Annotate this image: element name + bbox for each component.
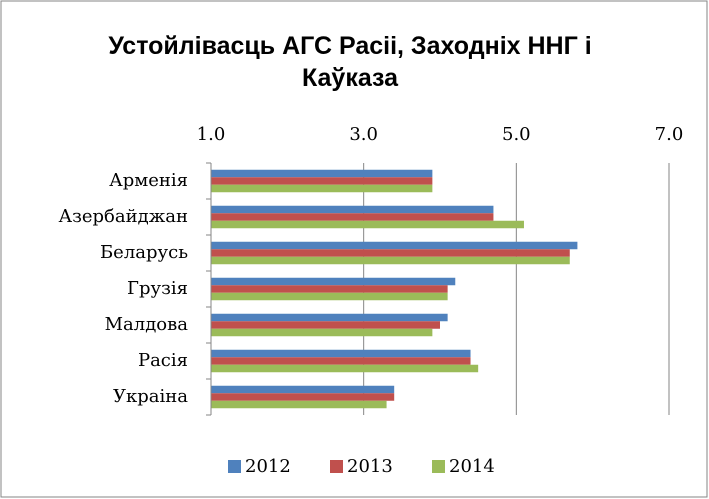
y-tick-label: Беларусь bbox=[100, 242, 188, 263]
legend-swatch bbox=[228, 460, 241, 473]
y-tick-label: Арменія bbox=[109, 170, 188, 191]
bar bbox=[211, 313, 448, 322]
bar bbox=[211, 321, 440, 329]
bar bbox=[211, 205, 494, 214]
x-tick-label: 5.0 bbox=[502, 124, 531, 145]
bar bbox=[211, 249, 570, 257]
bar bbox=[211, 169, 433, 178]
legend-label: 2012 bbox=[245, 456, 291, 477]
x-tick-label: 1.0 bbox=[197, 124, 226, 145]
legend-label: 2013 bbox=[347, 456, 393, 477]
bar bbox=[211, 285, 448, 293]
legend-swatch bbox=[432, 460, 445, 473]
bar bbox=[211, 241, 578, 250]
legend-label: 2014 bbox=[449, 456, 495, 477]
y-tick-label: Азербайджан bbox=[58, 206, 188, 227]
bar bbox=[211, 256, 570, 265]
legend-swatch bbox=[330, 460, 343, 473]
bar bbox=[211, 292, 448, 301]
bar bbox=[211, 220, 524, 229]
bar bbox=[211, 328, 433, 337]
bar bbox=[211, 177, 433, 185]
bar bbox=[211, 184, 433, 193]
bar bbox=[211, 213, 494, 221]
bar bbox=[211, 393, 395, 401]
bar bbox=[211, 400, 387, 409]
bar bbox=[211, 364, 479, 373]
y-tick-label: Украіна bbox=[113, 386, 188, 407]
y-tick-label: Грузія bbox=[127, 278, 188, 299]
chart-title: Устойлівасць АГС Расіі, Заходніх ННГ і К… bbox=[108, 32, 592, 92]
bar bbox=[211, 277, 456, 286]
bar bbox=[211, 357, 471, 365]
bar bbox=[211, 349, 471, 358]
bar bbox=[211, 385, 395, 394]
y-tick-label: Расія bbox=[138, 350, 188, 371]
y-tick-label: Малдова bbox=[105, 314, 189, 335]
x-tick-label: 7.0 bbox=[655, 124, 684, 145]
x-tick-label: 3.0 bbox=[349, 124, 378, 145]
